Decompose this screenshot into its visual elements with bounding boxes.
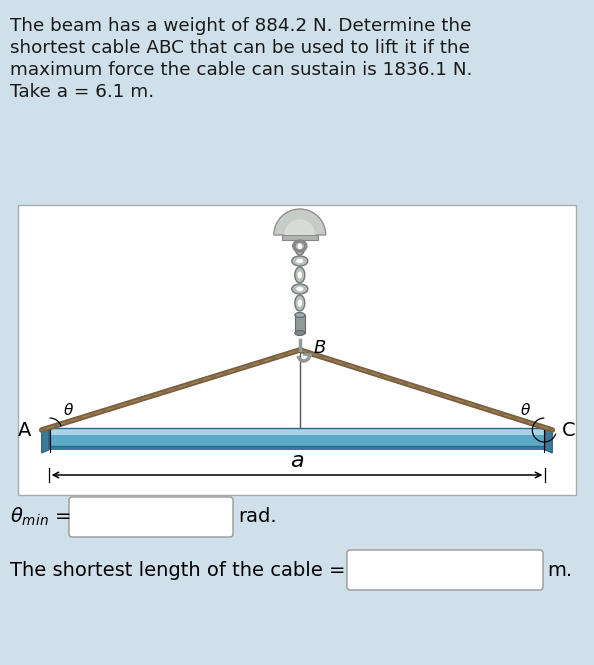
Text: maximum force the cable can sustain is 1836.1 N.: maximum force the cable can sustain is 1…	[10, 61, 472, 79]
Text: θ: θ	[64, 403, 73, 418]
Ellipse shape	[295, 313, 305, 317]
Ellipse shape	[298, 271, 302, 279]
Text: The beam has a weight of 884.2 N. Determine the: The beam has a weight of 884.2 N. Determ…	[10, 17, 472, 35]
Bar	[295, 315, 305, 333]
Polygon shape	[545, 428, 552, 453]
Text: $\theta_{min}$ =: $\theta_{min}$ =	[10, 506, 71, 528]
Text: C: C	[563, 420, 576, 440]
Text: B: B	[314, 339, 326, 357]
Wedge shape	[284, 219, 315, 235]
Text: a: a	[290, 451, 304, 471]
Ellipse shape	[296, 259, 304, 263]
Bar	[49, 445, 545, 450]
Bar	[49, 435, 545, 446]
Ellipse shape	[295, 331, 305, 336]
Ellipse shape	[298, 299, 302, 307]
Text: rad.: rad.	[238, 507, 277, 527]
Polygon shape	[42, 428, 49, 453]
Text: shortest cable ABC that can be used to lift it if the: shortest cable ABC that can be used to l…	[10, 39, 470, 57]
Ellipse shape	[292, 284, 308, 294]
FancyBboxPatch shape	[69, 497, 233, 537]
Text: Take a = 6.1 m.: Take a = 6.1 m.	[10, 83, 154, 101]
Bar	[282, 235, 318, 240]
Ellipse shape	[295, 267, 305, 283]
Ellipse shape	[295, 295, 305, 311]
Ellipse shape	[298, 243, 302, 251]
FancyBboxPatch shape	[347, 550, 543, 590]
Bar	[49, 428, 545, 446]
Wedge shape	[274, 209, 326, 235]
Text: θ: θ	[521, 403, 530, 418]
Text: A: A	[18, 420, 31, 440]
Bar	[49, 428, 545, 435]
Bar	[18, 205, 576, 495]
Text: The shortest length of the cable =: The shortest length of the cable =	[10, 561, 346, 579]
Ellipse shape	[296, 287, 304, 291]
Ellipse shape	[295, 239, 305, 255]
Text: m.: m.	[547, 561, 572, 579]
Ellipse shape	[292, 256, 308, 266]
